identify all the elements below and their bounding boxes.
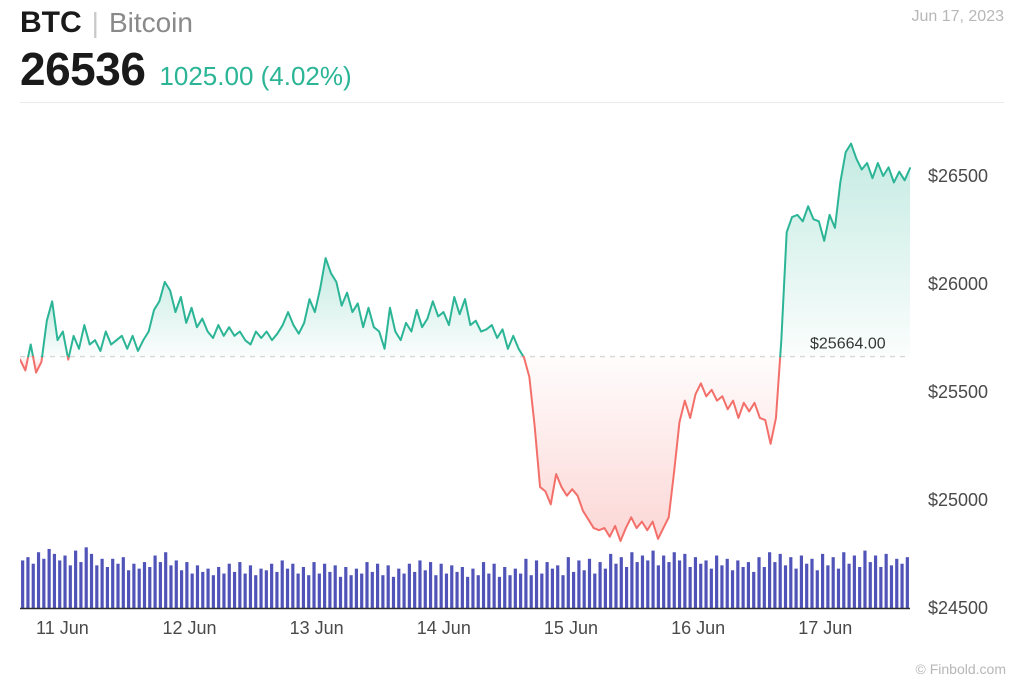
- svg-text:$24500: $24500: [928, 598, 988, 618]
- attribution: © Finbold.com: [916, 661, 1006, 677]
- last-price: 26536: [20, 42, 145, 96]
- svg-text:$26000: $26000: [928, 274, 988, 294]
- svg-text:11 Jun: 11 Jun: [36, 618, 89, 638]
- svg-text:14 Jun: 14 Jun: [417, 618, 471, 638]
- header-divider: [20, 102, 1004, 103]
- date-stamp: Jun 17, 2023: [911, 8, 1004, 26]
- svg-text:15 Jun: 15 Jun: [544, 618, 598, 638]
- svg-text:$25500: $25500: [928, 382, 988, 402]
- price-chart[interactable]: $24500$25000$25500$26000$26500$25664.001…: [20, 108, 1004, 655]
- price-change: 1025.00 (4.02%): [159, 61, 351, 92]
- svg-text:17 Jun: 17 Jun: [798, 618, 852, 638]
- asset-name: Bitcoin: [109, 7, 193, 39]
- svg-text:12 Jun: 12 Jun: [163, 618, 217, 638]
- svg-text:$26500: $26500: [928, 166, 988, 186]
- asset-symbol: BTC: [20, 6, 82, 40]
- svg-text:16 Jun: 16 Jun: [671, 618, 725, 638]
- svg-text:$25000: $25000: [928, 490, 988, 510]
- title-divider: |: [92, 7, 99, 39]
- svg-text:13 Jun: 13 Jun: [290, 618, 344, 638]
